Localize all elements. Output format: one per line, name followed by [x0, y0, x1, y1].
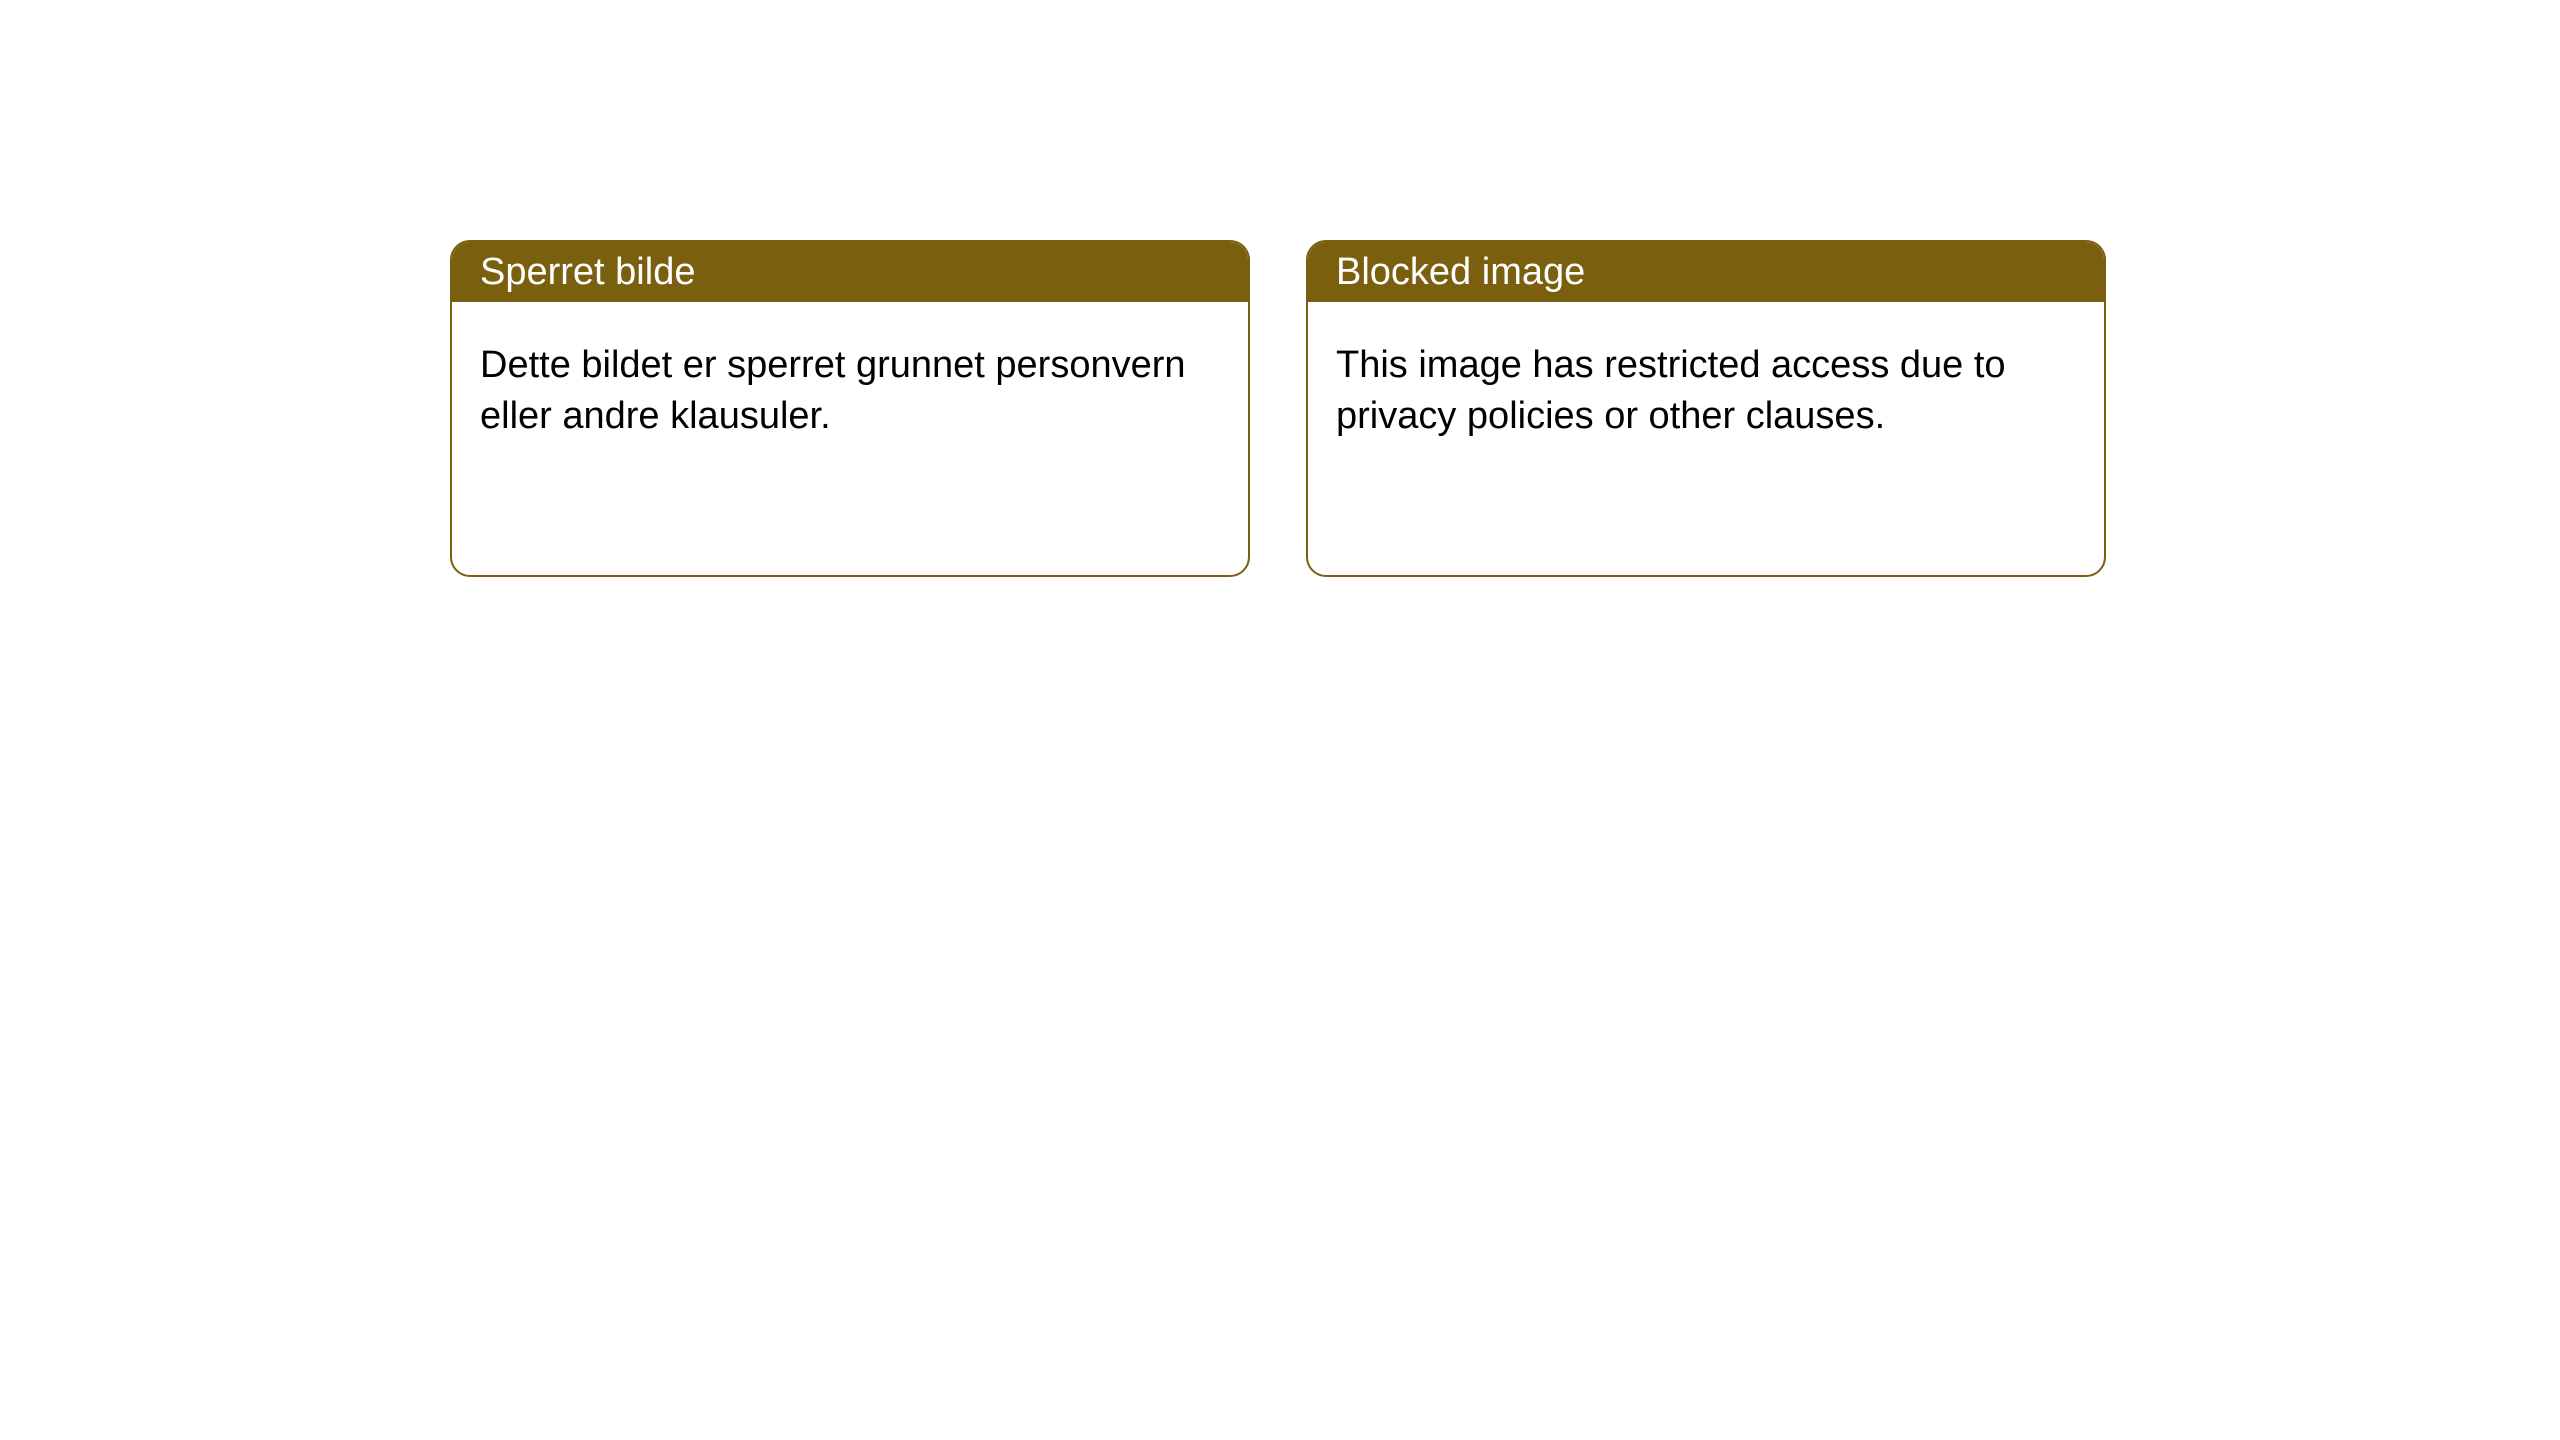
notice-body: Dette bildet er sperret grunnet personve… [452, 302, 1248, 481]
notice-card-english: Blocked image This image has restricted … [1306, 240, 2106, 577]
notice-card-norwegian: Sperret bilde Dette bildet er sperret gr… [450, 240, 1250, 577]
notice-container: Sperret bilde Dette bildet er sperret gr… [0, 0, 2560, 577]
notice-body: This image has restricted access due to … [1308, 302, 2104, 481]
notice-title: Sperret bilde [480, 251, 695, 294]
notice-header: Blocked image [1308, 242, 2104, 302]
notice-message: Dette bildet er sperret grunnet personve… [480, 344, 1186, 437]
notice-message: This image has restricted access due to … [1336, 344, 2006, 437]
notice-header: Sperret bilde [452, 242, 1248, 302]
notice-title: Blocked image [1336, 251, 1585, 294]
